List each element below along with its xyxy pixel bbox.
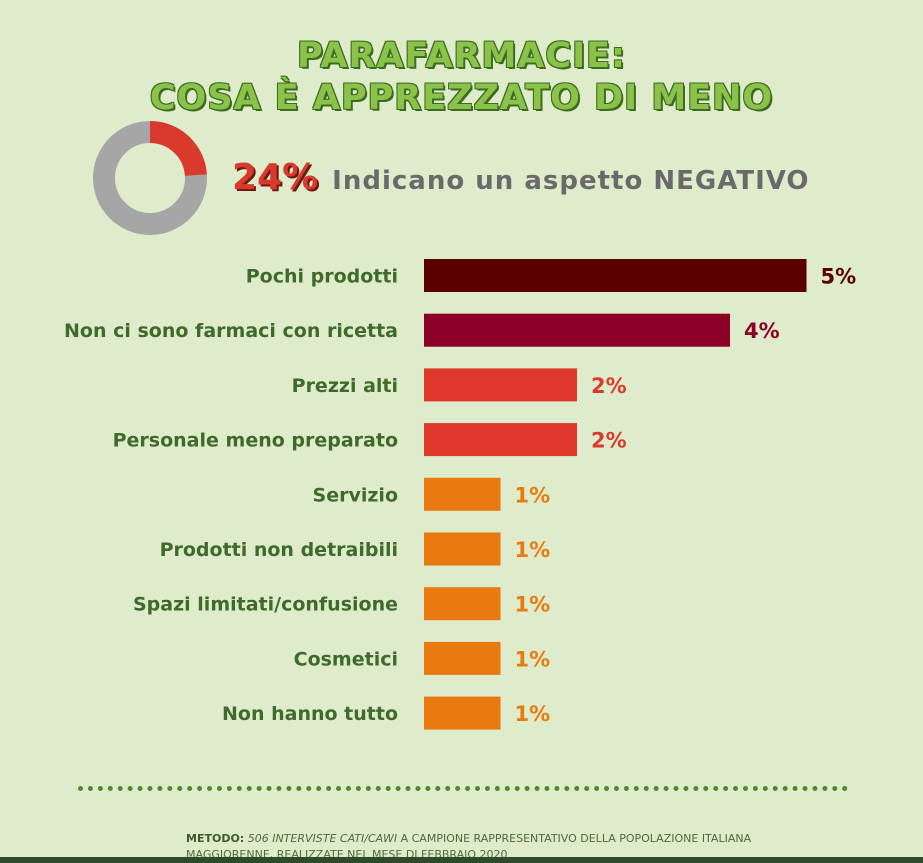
method-label: METODO: [186,832,245,845]
category-label: Non ci sono farmaci con ricetta [64,320,398,342]
bar [424,641,501,675]
bar [424,696,501,730]
category-label: Spazi limitati/confusione [133,594,398,616]
bar [424,423,577,457]
bar [424,259,807,292]
summary-percent: 24% [232,157,319,198]
summary-text: Indicano un aspetto NEGATIVO [332,166,810,196]
chart-title-line-1: PARAFARMACIE: [296,36,627,76]
value-label: 5% [821,265,857,289]
value-label: 1% [515,483,551,507]
category-label: Servizio [313,484,398,506]
category-label: Prezzi alti [292,375,398,397]
bottom-bar [0,857,923,863]
value-label: 1% [515,647,551,671]
value-label: 2% [591,374,627,398]
chart-title-line-2: COSA È APPREZZATO DI MENO [149,78,774,118]
value-label: 2% [591,429,627,453]
bar [424,587,501,621]
donut-chart [93,121,207,235]
category-label: Non hanno tutto [222,703,398,725]
category-label: Personale meno preparato [113,430,398,452]
category-label: Cosmetici [294,648,398,670]
value-label: 1% [515,702,551,726]
bar [424,368,577,402]
donut-highlight-slice [149,121,207,177]
dotted-divider [78,786,848,791]
bar [424,313,730,347]
value-label: 4% [744,319,780,343]
category-label: Pochi prodotti [246,266,398,288]
method-interviews: 506 INTERVISTE CATI/CAWI [247,832,398,845]
summary-headline: 24% Indicano un aspetto NEGATIVO [232,157,810,205]
category-label: Prodotti non detraibili [160,539,398,561]
value-label: 1% [515,538,551,562]
bar [424,477,501,511]
value-label: 1% [515,593,551,617]
bar [424,532,501,566]
bar-chart: Pochi prodotti 5% Non ci sono farmaci con … [64,259,857,730]
